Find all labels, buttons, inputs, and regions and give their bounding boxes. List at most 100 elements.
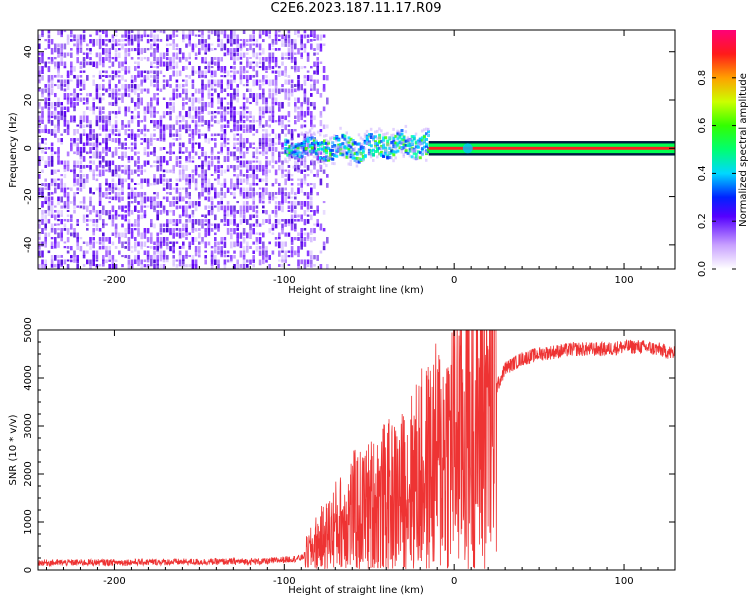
noise-cell — [236, 147, 239, 152]
noise-cell — [306, 259, 310, 265]
noise-cell — [127, 133, 131, 138]
noise-cell — [130, 169, 134, 175]
noise-cell — [175, 48, 179, 51]
noise-cell — [284, 52, 287, 56]
noise-cell — [98, 241, 102, 245]
noise-cell — [316, 205, 319, 212]
noise-cell — [255, 57, 259, 60]
noise-cell — [262, 30, 265, 35]
noise-cell — [98, 133, 102, 136]
noise-cell — [159, 52, 163, 58]
noise-cell — [281, 61, 284, 66]
noise-cell — [47, 66, 51, 73]
noise-cell — [50, 79, 54, 85]
noise-cell — [233, 70, 236, 76]
noise-cell — [268, 147, 271, 152]
noise-cell — [114, 88, 118, 96]
noise-cell — [290, 151, 294, 159]
signal-blob — [462, 143, 473, 154]
noise-cell — [230, 106, 233, 113]
noise-cell — [226, 201, 230, 205]
noise-cell — [92, 192, 95, 195]
noise-cell — [38, 138, 41, 141]
noise-cell — [114, 210, 118, 216]
noise-cell — [127, 228, 131, 235]
signal-cell — [335, 148, 339, 152]
noise-cell — [114, 102, 118, 107]
signal-cell — [412, 135, 416, 139]
noise-cell — [118, 111, 121, 115]
noise-cell — [306, 106, 310, 111]
noise-cell — [50, 147, 54, 152]
noise-cell — [198, 174, 201, 178]
noise-cell — [140, 241, 143, 248]
halo-cell — [308, 130, 312, 134]
noise-cell — [95, 88, 99, 93]
noise-cell — [182, 165, 185, 171]
noise-cell — [249, 61, 252, 66]
y-tick-label: 40 — [23, 45, 34, 58]
noise-cell — [287, 129, 291, 135]
noise-cell — [89, 142, 92, 146]
noise-cell — [236, 48, 239, 52]
signal-cell — [412, 137, 416, 141]
noise-cell — [86, 124, 89, 128]
noise-cell — [220, 151, 223, 155]
noise-cell — [47, 160, 51, 167]
noise-cell — [287, 102, 291, 107]
noise-cell — [255, 241, 259, 245]
noise-cell — [268, 61, 271, 68]
noise-cell — [188, 106, 191, 112]
noise-cell — [185, 237, 188, 240]
noise-cell — [140, 102, 143, 106]
noise-cell — [50, 223, 54, 231]
noise-cell — [242, 39, 246, 46]
noise-cell — [114, 259, 118, 262]
noise-cell — [175, 57, 179, 60]
noise-cell — [111, 223, 115, 227]
noise-cell — [306, 232, 310, 239]
noise-cell — [198, 232, 201, 239]
noise-cell — [111, 187, 115, 194]
noise-cell — [290, 43, 294, 49]
noise-cell — [268, 124, 271, 128]
halo-cell — [329, 137, 332, 141]
noise-cell — [57, 70, 60, 76]
signal-cell — [392, 143, 396, 146]
noise-cell — [111, 264, 115, 269]
noise-cell — [236, 111, 239, 115]
noise-cell — [134, 102, 137, 107]
noise-cell — [284, 255, 287, 262]
noise-cell — [297, 115, 300, 122]
noise-cell — [86, 174, 89, 179]
signal-cell — [343, 137, 347, 141]
noise-cell — [258, 106, 262, 112]
noise-cell — [198, 228, 201, 231]
noise-cell — [303, 192, 307, 196]
noise-cell — [246, 147, 249, 151]
noise-cell — [134, 228, 137, 231]
noise-cell — [252, 120, 255, 123]
noise-cell — [255, 192, 259, 196]
noise-cell — [172, 250, 175, 254]
noise-cell — [111, 232, 115, 236]
noise-cell — [89, 169, 92, 172]
noise-cell — [70, 102, 73, 108]
noise-cell — [214, 250, 217, 254]
noise-cell — [300, 169, 303, 174]
noise-cell — [255, 39, 259, 43]
noise-cell — [182, 223, 185, 228]
noise-cell — [108, 120, 111, 126]
noise-cell — [322, 210, 326, 215]
noise-cell — [255, 219, 259, 224]
signal-cell — [302, 143, 306, 147]
noise-cell — [57, 111, 60, 115]
halo-cell — [284, 157, 287, 161]
noise-cell — [169, 228, 172, 235]
noise-cell — [44, 214, 47, 219]
noise-cell — [41, 129, 44, 133]
noise-cell — [121, 39, 124, 42]
noise-cell — [290, 174, 294, 177]
noise-cell — [198, 30, 201, 33]
halo-cell — [343, 148, 346, 152]
